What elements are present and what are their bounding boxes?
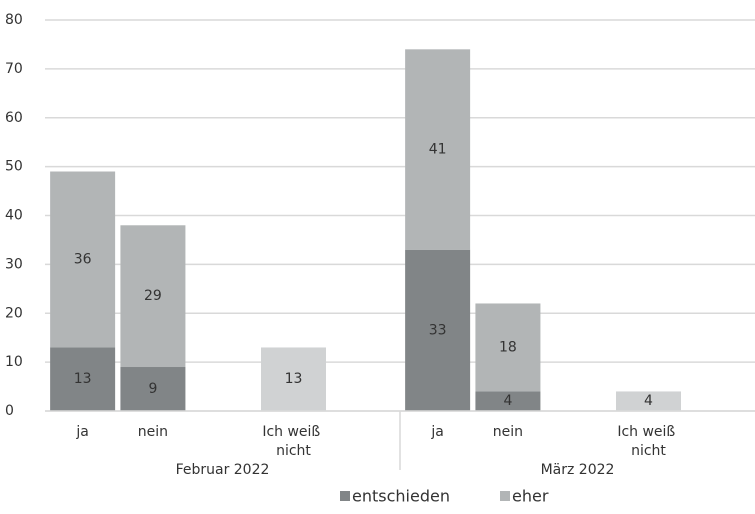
y-tick-label: 70 — [5, 61, 23, 77]
y-tick-label: 10 — [5, 354, 23, 370]
bar-segment — [120, 225, 186, 368]
data-label: 4 — [503, 393, 512, 409]
data-label: 4 — [644, 393, 653, 409]
data-label: 29 — [144, 288, 162, 304]
y-tick-label: 0 — [5, 403, 14, 419]
bar-segment — [475, 303, 541, 392]
y-tick-label: 30 — [5, 256, 23, 272]
x-tick-label: Ich weiß nicht — [262, 424, 324, 459]
x-tick-label: ja — [75, 424, 88, 440]
y-tick-label: 50 — [5, 159, 23, 175]
bar-segment — [261, 347, 326, 411]
y-tick-label: 60 — [5, 110, 23, 126]
x-tick-label: ja — [430, 424, 443, 440]
bar-segment — [405, 49, 471, 250]
data-label: 13 — [74, 371, 92, 387]
bar-segment — [50, 347, 116, 411]
group-label: Februar 2022 — [176, 462, 270, 478]
y-tick-label: 80 — [5, 12, 23, 28]
legend-swatch — [340, 491, 350, 501]
bar-segment — [475, 391, 541, 411]
data-label: 18 — [499, 339, 517, 355]
x-tick-label: Ich weiß nicht — [617, 424, 679, 459]
y-tick-label: 20 — [5, 305, 23, 321]
data-label: 33 — [429, 322, 447, 338]
group-label: März 2022 — [541, 462, 615, 478]
bar-segment — [616, 391, 681, 411]
data-label: 13 — [285, 371, 303, 387]
data-label: 9 — [148, 381, 157, 397]
data-label: 41 — [429, 142, 447, 158]
bar-segment — [50, 171, 116, 348]
bar-segment — [405, 249, 471, 411]
x-tick-label: nein — [493, 424, 523, 440]
legend-label: eher — [512, 487, 549, 506]
bar-segment — [120, 367, 186, 411]
data-label: 36 — [74, 251, 92, 267]
legend-label: entschieden — [352, 487, 450, 506]
x-tick-label: nein — [138, 424, 168, 440]
y-tick-label: 40 — [5, 208, 23, 224]
legend-swatch — [500, 491, 510, 501]
